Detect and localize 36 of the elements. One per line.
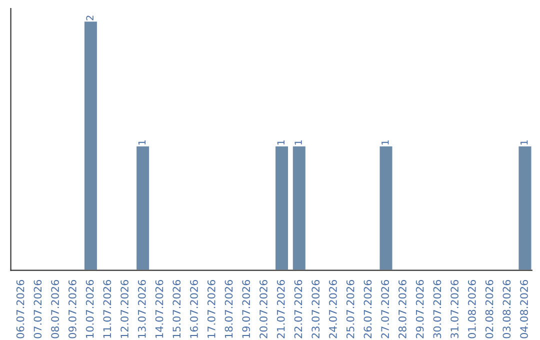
x-tick-label: 19.07.2026 — [242, 280, 250, 338]
x-tick-label: 07.07.2026 — [34, 280, 42, 338]
x-tick-label: 23.07.2026 — [312, 280, 320, 338]
x-tick-label: 21.07.2026 — [276, 280, 285, 338]
x-tick-label: 20.07.2026 — [260, 280, 268, 338]
x-tick-label: 28.07.2026 — [398, 280, 406, 338]
x-tick-label: 30.07.2026 — [433, 280, 442, 338]
x-tick-label: 11.07.2026 — [103, 280, 112, 338]
x-tick-label: 04.08.2026 — [520, 280, 528, 338]
data-label: 1 — [277, 140, 284, 145]
x-tick-label: 27.07.2026 — [381, 280, 390, 338]
x-tick-label: 15.07.2026 — [172, 280, 181, 338]
x-tick-label: 17.07.2026 — [207, 280, 216, 338]
x-tick-label: 18.07.2026 — [224, 280, 233, 338]
x-tick-label: 10.07.2026 — [86, 280, 94, 338]
data-label: 1 — [294, 140, 302, 145]
x-tick-label: 13.07.2026 — [138, 280, 146, 338]
data-label: 2 — [86, 16, 94, 20]
x-tick-label: 02.08.2026 — [485, 280, 494, 338]
x-tick-label: 01.08.2026 — [468, 280, 476, 338]
data-label: 1 — [382, 140, 389, 145]
data-label: 1 — [138, 140, 146, 145]
x-tick-label: 14.07.2026 — [155, 280, 164, 338]
x-tick-label: 22.07.2026 — [294, 280, 302, 338]
x-tick-label: 06.07.2026 — [16, 280, 24, 338]
x-tick-label: 08.07.2026 — [51, 280, 59, 338]
x-tick-label: 16.07.2026 — [190, 280, 198, 338]
x-tick-label: 03.08.2026 — [502, 280, 511, 338]
x-tick-label: 12.07.2026 — [120, 280, 128, 338]
x-tick-label: 25.07.2026 — [346, 280, 354, 338]
x-tick-label: 09.07.2026 — [68, 280, 76, 338]
x-tick-label: 24.07.2026 — [329, 280, 337, 338]
x-tick-label: 31.07.2026 — [450, 280, 458, 338]
data-label: 1 — [520, 140, 528, 145]
x-tick-label: 26.07.2026 — [364, 280, 372, 338]
x-tick-label: 29.07.2026 — [416, 280, 424, 338]
